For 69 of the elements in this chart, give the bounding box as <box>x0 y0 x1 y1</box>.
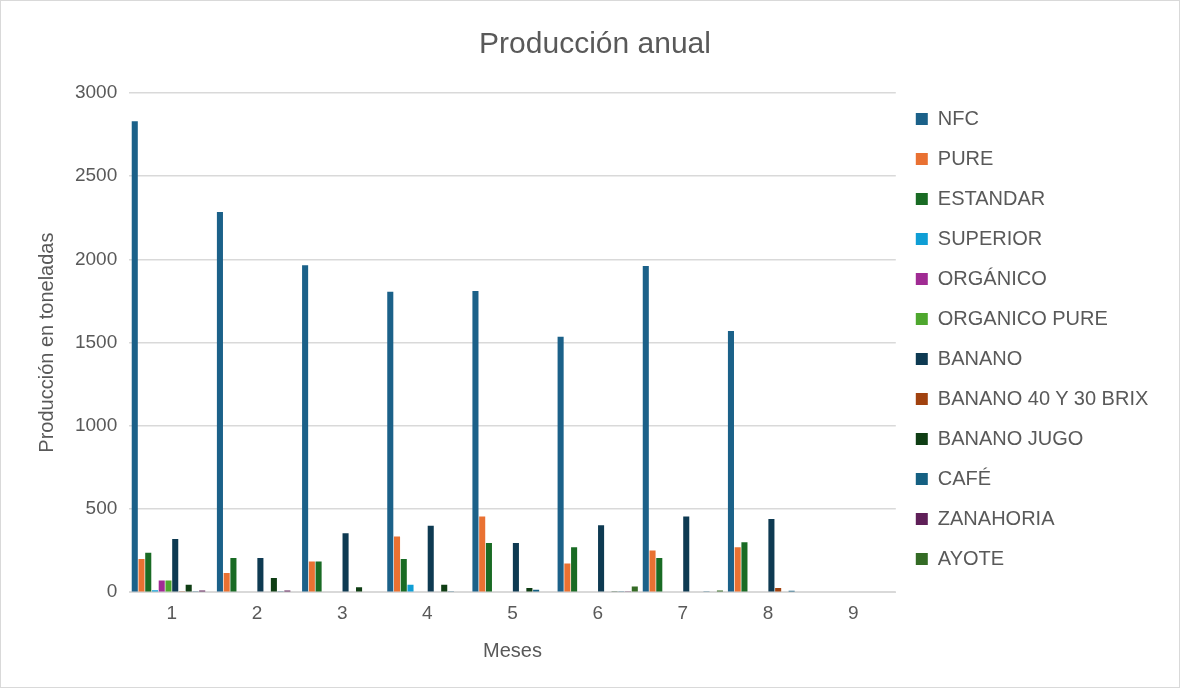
bar <box>165 580 172 592</box>
bar <box>734 547 741 592</box>
legend-label: ESTANDAR <box>937 186 1046 209</box>
x-tick-label: 6 <box>592 601 603 623</box>
x-tick-label: 3 <box>336 601 348 623</box>
bar <box>216 211 223 592</box>
bar <box>308 561 315 592</box>
bar <box>472 291 479 592</box>
bar <box>138 558 145 592</box>
bar <box>564 563 571 592</box>
y-tick-label: 1500 <box>74 330 118 352</box>
bar <box>631 586 638 592</box>
legend-label: PURE <box>937 146 994 169</box>
legend-label: ORGÁNICO <box>937 266 1047 289</box>
x-tick-label: 8 <box>762 601 774 623</box>
legend-label: BANANO 40 Y 30 BRIX <box>937 386 1149 409</box>
bar <box>302 265 309 592</box>
legend-label: ORGANICO PURE <box>937 306 1108 329</box>
bar <box>393 536 401 592</box>
legend-label: CAFÉ <box>937 466 992 489</box>
bar <box>727 330 734 592</box>
bar <box>485 543 492 592</box>
bar <box>356 587 363 592</box>
x-tick-label: 1 <box>166 601 178 623</box>
chart-title: Producción anual <box>479 26 711 60</box>
legend-label: AYOTE <box>937 546 1005 569</box>
y-tick-label: 3000 <box>74 81 118 103</box>
bar <box>598 525 605 592</box>
bar <box>642 266 649 592</box>
bar <box>741 542 748 592</box>
bar <box>270 578 277 592</box>
x-tick-label: 9 <box>847 601 859 623</box>
x-tick-label: 2 <box>251 601 263 623</box>
y-tick-label: 500 <box>85 497 118 519</box>
bar <box>223 573 230 592</box>
bar <box>656 558 663 592</box>
y-tick-label: 1000 <box>74 414 118 436</box>
x-axis-title: Meses <box>483 638 542 661</box>
bar <box>427 525 434 592</box>
y-axis-title: Producción en toneladas <box>34 232 57 453</box>
bar <box>479 516 486 592</box>
bar <box>571 547 578 592</box>
legend-label: NFC <box>937 106 979 129</box>
bar <box>768 518 775 592</box>
y-tick-label: 2500 <box>74 164 118 186</box>
bar <box>557 336 564 592</box>
x-tick-label: 4 <box>422 601 434 623</box>
bar <box>158 580 165 592</box>
bar <box>649 550 656 592</box>
bar <box>315 561 322 592</box>
legend-label: SUPERIOR <box>937 226 1043 249</box>
legend-label: BANANO <box>937 346 1023 369</box>
y-tick-label: 2000 <box>74 247 118 269</box>
bar <box>230 558 237 592</box>
legend-label: BANANO JUGO <box>937 426 1084 449</box>
bar <box>407 584 414 592</box>
x-tick-label: 5 <box>507 601 518 623</box>
bar <box>683 516 690 592</box>
y-tick-label: 0 <box>106 580 118 602</box>
bar <box>512 543 519 592</box>
x-tick-label: 7 <box>677 601 689 623</box>
bar <box>172 538 179 592</box>
bar <box>387 291 394 592</box>
bar <box>131 121 138 592</box>
bar <box>257 558 264 592</box>
legend-label: ZANAHORIA <box>937 506 1056 529</box>
bar <box>342 533 349 592</box>
bar <box>145 552 152 592</box>
bar <box>400 558 407 592</box>
